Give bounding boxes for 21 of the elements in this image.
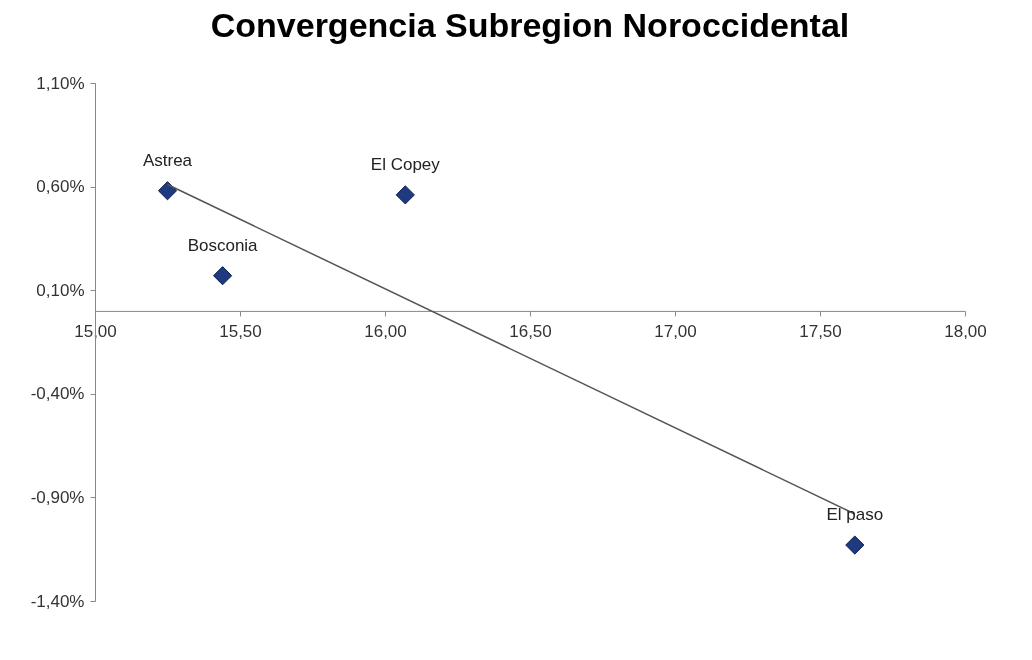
- x-tick-label: 16,00: [364, 322, 407, 342]
- y-tick-label: 1,10%: [36, 73, 85, 93]
- y-tick-label: -0,90%: [30, 487, 85, 507]
- y-tick-label: -0,40%: [30, 384, 85, 404]
- x-tick-label: 16,50: [509, 322, 552, 342]
- x-tick-label: 17,50: [799, 322, 842, 342]
- annotation: Bosconia: [187, 235, 259, 255]
- point: [157, 181, 178, 201]
- y-tick-label: -1,40%: [30, 591, 85, 611]
- y-tick-label: 0,60%: [36, 177, 85, 197]
- point: [213, 266, 233, 286]
- point: [845, 535, 865, 555]
- x-tick-label: 18,00: [944, 322, 987, 342]
- y-tick-label: 0,10%: [36, 280, 85, 300]
- annotation: El paso: [826, 505, 884, 525]
- x-tick-label: 15,50: [219, 322, 262, 342]
- point: [395, 185, 415, 205]
- chart-title: Convergencia Subregion Noroccidental: [210, 6, 850, 44]
- annotation: El Copey: [370, 154, 441, 174]
- annotation: Astrea: [142, 150, 193, 170]
- x-tick-label: 17,00: [654, 322, 697, 342]
